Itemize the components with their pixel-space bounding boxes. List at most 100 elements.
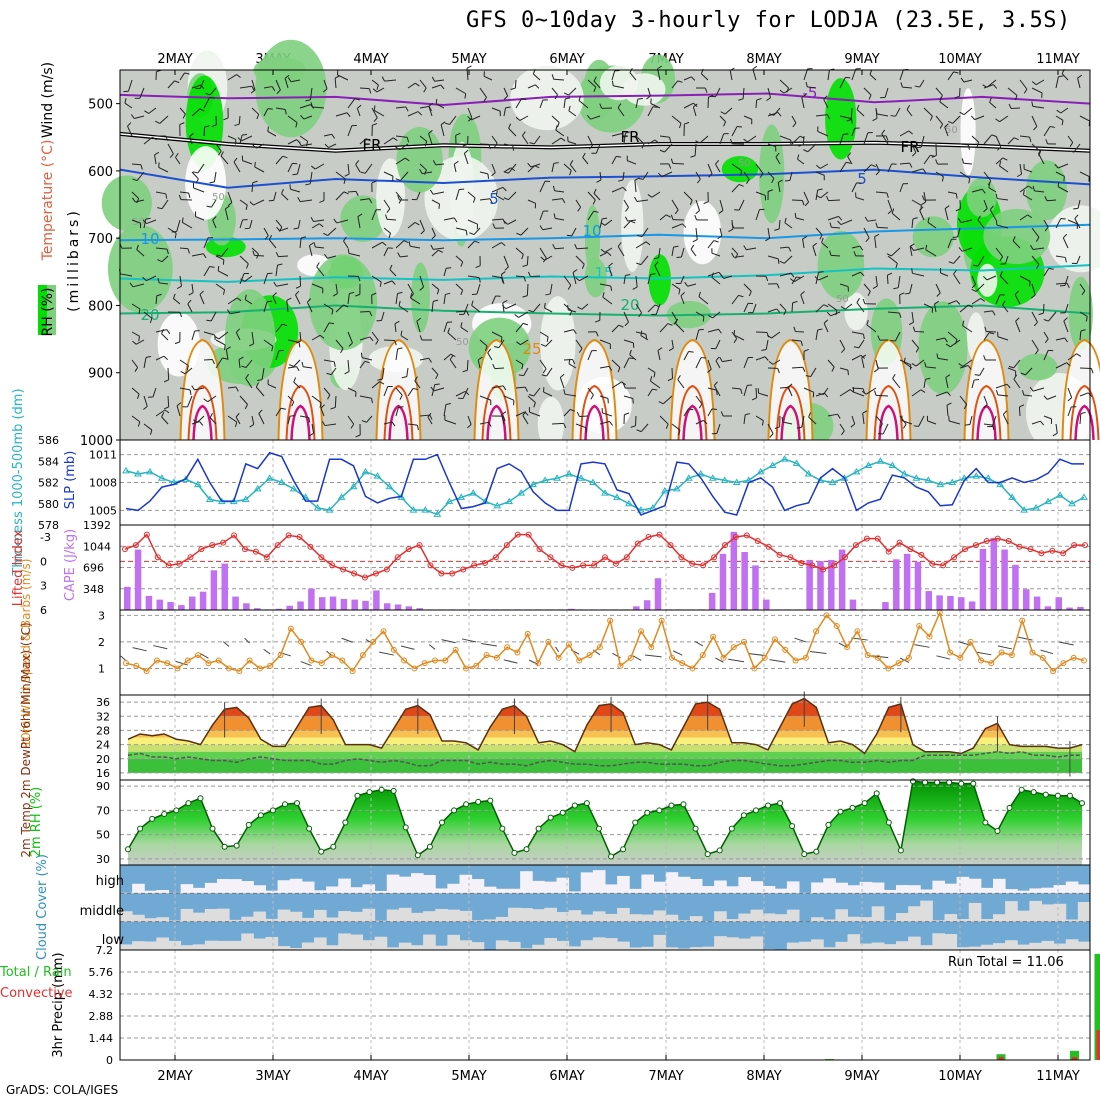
wind10-speed-line-point — [359, 652, 366, 659]
wind-barb-feather — [921, 195, 925, 201]
wind-barb — [348, 252, 361, 257]
wind-barb-feather — [199, 108, 205, 112]
wind-barb-feather — [625, 131, 631, 134]
wind-barb-feather — [142, 219, 147, 224]
cloud-cell — [871, 906, 885, 922]
rh2m-line-point — [704, 851, 711, 858]
wind-barb — [539, 99, 544, 109]
wind10-speed-line-point — [123, 660, 129, 667]
day-label-top: 5MAY — [451, 52, 486, 67]
wind-barb-feather — [258, 409, 263, 414]
wind-barb-feather — [494, 142, 498, 148]
wind10-label: 10m Wind Speed & Barbs (m/s) — [19, 559, 33, 748]
cloud-cell — [714, 911, 727, 922]
wind-barb — [680, 275, 685, 284]
wind10-barb — [728, 658, 745, 663]
wind-barb-feather — [703, 420, 708, 425]
rh-region — [255, 39, 327, 138]
wind-barb-feather — [835, 310, 838, 316]
wind-barb-feather — [733, 338, 738, 344]
wind-label: Wind (m/s) — [40, 62, 56, 138]
thickness-line-point — [289, 484, 298, 492]
lifted-index-line-point — [122, 546, 128, 553]
wind-barb — [884, 87, 889, 98]
wind-barb-feather — [602, 217, 608, 220]
wind-barb-feather — [688, 408, 694, 411]
precip-total-legend: Total / Rain — [0, 965, 72, 980]
wind-barb-feather — [572, 269, 578, 273]
cloud-cell — [435, 945, 448, 950]
wind-barb — [634, 180, 637, 193]
wind-barb — [563, 275, 572, 286]
li-tick: 6 — [40, 604, 47, 617]
wind-barb — [877, 226, 889, 229]
wind-barb-feather — [617, 242, 622, 247]
wind-barb-feather — [399, 394, 403, 400]
wind-barb — [919, 210, 925, 221]
wind-barb — [313, 219, 325, 223]
wind-barb — [575, 423, 587, 429]
wind-barb-feather — [514, 313, 519, 318]
wind-barb-feather — [698, 328, 704, 331]
wind10-speed-line-point — [596, 644, 603, 651]
wind-barb-feather — [226, 346, 231, 350]
wind-barb — [199, 294, 205, 305]
wind-barb-feather — [1056, 109, 1062, 114]
wind-barb-feather — [654, 261, 659, 266]
wind-barb-feather — [860, 271, 865, 277]
wind-barb — [847, 156, 853, 165]
wind-barb — [258, 413, 265, 425]
wind-barb-feather — [202, 253, 207, 259]
wind10-speed-line-point — [318, 660, 325, 667]
wind10-barb — [175, 660, 188, 666]
wind-barb — [544, 255, 553, 261]
lifted-index-line-point — [994, 535, 1001, 542]
day-label-bottom: 11MAY — [1036, 1069, 1080, 1084]
wind-barb — [983, 310, 993, 313]
wind-barb-feather — [638, 177, 644, 180]
wind-barb-feather — [576, 411, 580, 417]
wind-barb-feather — [142, 276, 147, 282]
wind-barb — [1060, 107, 1069, 114]
temperature-label: Temperature (°C) — [40, 140, 56, 262]
wind10-speed-line-point — [411, 665, 418, 672]
wind-barb — [962, 359, 973, 367]
thickness-line-point — [780, 455, 789, 462]
wind-barb-feather — [853, 251, 857, 257]
isotherm-5 — [119, 168, 1091, 189]
wind-barb — [671, 246, 675, 257]
rh-region — [537, 396, 565, 451]
wind-barb — [455, 390, 466, 397]
wind-barb-feather — [166, 249, 169, 255]
wind-barb — [207, 395, 217, 403]
cape-bar — [914, 561, 922, 610]
wind-barb-feather — [654, 139, 660, 144]
wind-barb-feather — [254, 161, 256, 168]
cloud-cell — [132, 914, 145, 922]
rh-region — [912, 216, 954, 258]
cloud-cell — [689, 879, 703, 894]
wind-barb — [453, 164, 457, 173]
rh2m-line-point — [499, 825, 506, 832]
cloud-cell — [738, 938, 751, 950]
wind-barb — [815, 329, 819, 341]
wind-barb — [731, 184, 740, 193]
wind-barb-feather — [257, 379, 263, 382]
wind-barb — [743, 115, 752, 120]
wind-barb-feather — [503, 220, 509, 225]
wind-barb — [443, 268, 447, 277]
lifted-index-line-point — [285, 532, 292, 539]
wind-barb-feather — [290, 415, 296, 417]
wind-barb — [695, 199, 701, 211]
wind-barb — [1076, 255, 1081, 264]
wind-barb-feather — [715, 356, 720, 362]
wind-barb — [572, 272, 577, 285]
wind-barb — [563, 163, 572, 171]
cloud-cell — [896, 941, 909, 950]
wind10-speed-line-point — [699, 652, 706, 659]
wind-barb — [1042, 303, 1045, 314]
rh-region — [411, 262, 430, 333]
wind-barb — [839, 389, 851, 397]
wind-barb — [695, 227, 698, 240]
wind-barb-feather — [715, 160, 720, 165]
